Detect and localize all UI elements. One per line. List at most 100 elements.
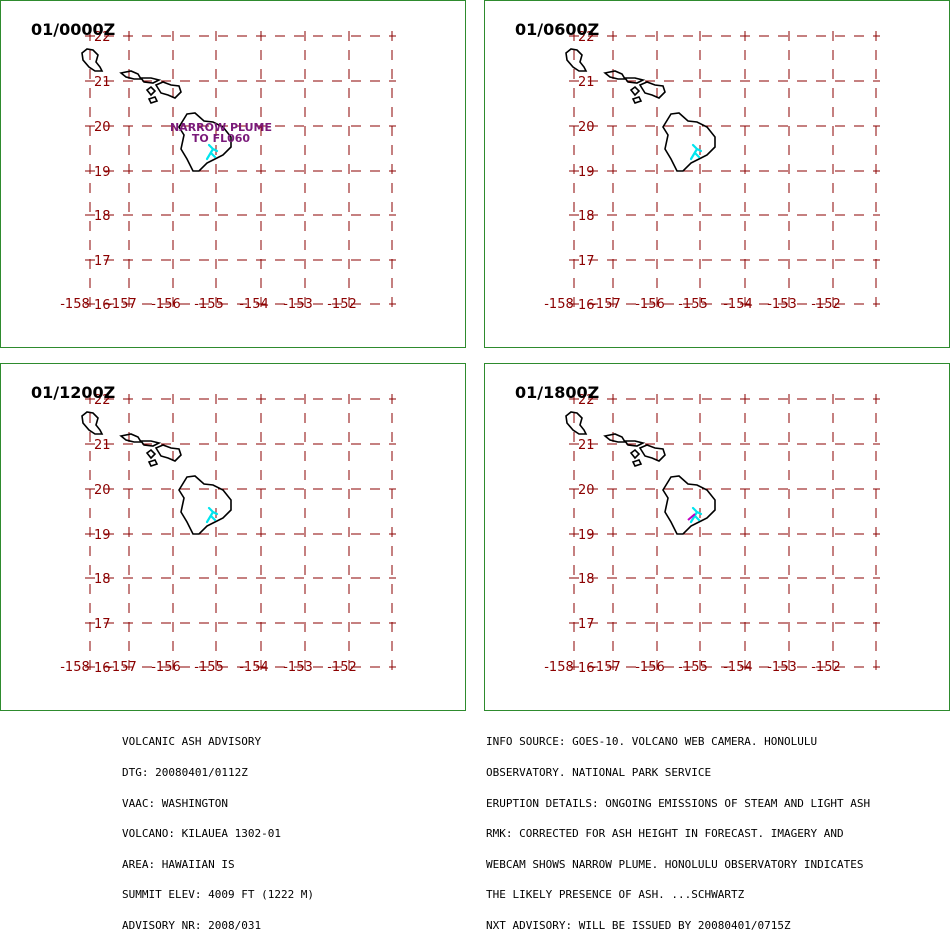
oahu-island xyxy=(119,70,143,80)
advisory-line: RMK: CORRECTED FOR ASH HEIGHT IN FORECAS… xyxy=(486,827,844,841)
kahoolawe-island xyxy=(631,459,643,467)
advisory-line: VAAC: WASHINGTON xyxy=(122,796,228,810)
panel-title: 01/1800Z xyxy=(515,383,600,402)
longitude-label: -152 xyxy=(811,297,841,312)
latitude-label: 19 xyxy=(94,528,111,543)
advisory-line: OBSERVATORY. NATIONAL PARK SERVICE xyxy=(486,766,712,779)
longitude-label: -153 xyxy=(767,297,797,312)
latitude-label: 20 xyxy=(94,483,111,498)
longitude-label: -158 xyxy=(544,297,574,312)
lanai-island xyxy=(629,448,641,460)
ash-plume xyxy=(689,143,703,161)
advisory-line: THE LIKELY PRESENCE OF ASH. ...SCHWARTZ xyxy=(486,888,745,902)
plume-annotation: NARROW PLUME xyxy=(170,121,272,134)
maui-island xyxy=(154,81,182,99)
oahu-island xyxy=(119,433,143,443)
longitude-label: -155 xyxy=(194,297,224,312)
latitude-label: 18 xyxy=(94,209,111,224)
advisory-line: SUMMIT ELEV: 4009 FT (1222 M) xyxy=(122,888,315,902)
longitude-label: -158 xyxy=(60,660,90,675)
hawaii-big-island xyxy=(662,112,716,172)
latitude-label: 16 xyxy=(578,661,595,676)
latitude-label: 17 xyxy=(578,254,595,269)
longitude-label: -156 xyxy=(635,297,665,312)
longitude-label: -156 xyxy=(151,297,181,312)
hawaii-big-island xyxy=(178,112,232,172)
kauai-island xyxy=(565,411,588,435)
hawaii-map: 22 21 20 19 18 17 16 -158 -157 -156 -155 -154 -153 -1… xyxy=(60,393,396,676)
advisory-line: INFO SOURCE: GOES-10. VOLCANO WEB CAMERA… xyxy=(486,735,818,749)
advisory-line: VOLCANO: KILAUEA 1302-01 xyxy=(122,827,281,841)
longitude-label: -158 xyxy=(544,660,574,675)
longitude-label: -156 xyxy=(635,660,665,675)
latitude-label: 18 xyxy=(578,572,595,587)
latitude-label: 22 xyxy=(94,30,111,45)
latitude-label: 20 xyxy=(578,483,595,498)
latitude-label: 16 xyxy=(94,298,111,313)
longitude-label: -154 xyxy=(239,297,269,312)
molokai-island xyxy=(623,440,646,447)
advisory-line: NXT ADVISORY: WILL BE ISSUED BY 20080401… xyxy=(486,918,791,932)
hawaii-map: 22 21 20 19 18 17 16 -158 -157 -156 -155 -154 -153 -1… xyxy=(60,30,396,313)
latitude-label: 17 xyxy=(578,617,595,632)
longitude-label: -157 xyxy=(107,297,137,312)
lanai-island xyxy=(145,85,157,97)
longitude-label: -155 xyxy=(194,660,224,675)
panel-title: 01/0000Z xyxy=(31,20,116,39)
oahu-island xyxy=(603,70,627,80)
longitude-label: -154 xyxy=(723,297,753,312)
map-panel-1200z: 01/1200Z 22 21 20 19 18 17 16 -158 -157 -156 -155-… xyxy=(0,363,466,711)
latitude-label: 20 xyxy=(94,120,111,135)
maui-island xyxy=(154,444,182,462)
hawaii-big-island xyxy=(662,475,716,535)
oahu-island xyxy=(603,433,627,443)
latitude-label: 16 xyxy=(578,298,595,313)
longitude-label: -157 xyxy=(107,660,137,675)
advisory-header-block: VOLCANIC ASH ADVISORY DTG: 20080401/0112… xyxy=(122,717,314,941)
latitude-label: 17 xyxy=(94,617,111,632)
latitude-label: 18 xyxy=(578,209,595,224)
latitude-label: 17 xyxy=(94,254,111,269)
hawaii-map: 22 21 20 19 18 17 16 -158 -157 -156 -155 -154 -153 -1… xyxy=(544,30,880,313)
panel-title: 01/0600Z xyxy=(515,20,600,39)
longitude-label: -154 xyxy=(239,660,269,675)
latitude-label: 20 xyxy=(578,120,595,135)
latitude-label: 16 xyxy=(94,661,111,676)
longitude-label: -155 xyxy=(678,660,708,675)
longitude-label: -153 xyxy=(767,660,797,675)
ash-plume xyxy=(205,506,219,524)
map-panel-0000z: 01/0000Z 22 21 20 19 18 17 16 -158 -157 -156 -155-… xyxy=(0,0,466,348)
maui-island xyxy=(638,444,666,462)
longitude-label: -154 xyxy=(723,660,753,675)
longitude-label: -155 xyxy=(678,297,708,312)
latitude-label: 22 xyxy=(94,393,111,408)
advisory-line: AREA: HAWAIIAN IS xyxy=(122,857,235,871)
panel-title: 01/1200Z xyxy=(31,383,116,402)
kahoolawe-island xyxy=(631,96,643,104)
longitude-label: -156 xyxy=(151,660,181,675)
longitude-label: -152 xyxy=(327,297,357,312)
longitude-label: -152 xyxy=(327,660,357,675)
latitude-label: 18 xyxy=(94,572,111,587)
molokai-island xyxy=(139,77,162,84)
lanai-island xyxy=(145,448,157,460)
ash-plume xyxy=(689,506,703,524)
longitude-label: -153 xyxy=(283,297,313,312)
plume-annotation: TO FL060 xyxy=(192,132,251,145)
kauai-island xyxy=(81,48,104,72)
kahoolawe-island xyxy=(147,96,159,104)
lanai-island xyxy=(629,85,641,97)
longitude-label: -157 xyxy=(591,660,621,675)
longitude-label: -153 xyxy=(283,660,313,675)
molokai-island xyxy=(139,440,162,447)
latitude-label: 19 xyxy=(578,165,595,180)
map-panel-1800z: 01/1800Z 22 21 20 19 18 17 16 -158 -157 -156 -155-… xyxy=(484,363,950,711)
advisory-details-block: INFO SOURCE: GOES-10. VOLCANO WEB CAMERA… xyxy=(486,717,870,941)
ash-plume xyxy=(205,143,219,161)
latitude-label: 19 xyxy=(94,165,111,180)
advisory-line: DTG: 20080401/0112Z xyxy=(122,766,248,779)
advisory-line: ERUPTION DETAILS: ONGOING EMISSIONS OF S… xyxy=(486,796,871,810)
latitude-label: 21 xyxy=(578,75,595,90)
longitude-label: -157 xyxy=(591,297,621,312)
advisory-line: ADVISORY NR: 2008/031 xyxy=(122,918,262,932)
